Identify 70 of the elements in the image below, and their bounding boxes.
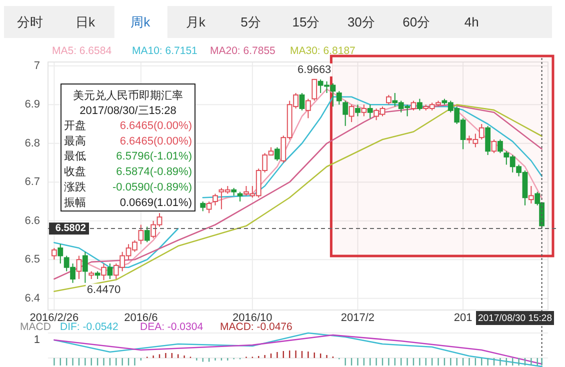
text: 分时	[17, 14, 43, 30]
annotation: 收盘	[64, 166, 86, 178]
candlestick	[478, 124, 484, 140]
candlestick	[367, 104, 373, 119]
candlestick	[416, 98, 422, 111]
candlestick	[386, 94, 392, 106]
candlestick	[355, 104, 360, 117]
text: MA10: 6.7151	[132, 44, 198, 57]
annotation: 最低	[64, 150, 86, 163]
candlestick	[138, 224, 144, 245]
annotation: 6.4470	[86, 284, 121, 296]
candlestick	[274, 146, 280, 162]
annotation: 最高	[64, 134, 86, 148]
annotation: 开盘	[64, 120, 86, 132]
annotation: 2017/08/30/三15:28	[80, 104, 176, 117]
text: 60分	[402, 14, 430, 30]
candlestick	[144, 226, 150, 243]
candlestick	[101, 263, 106, 281]
candlestick	[212, 193, 218, 206]
ref-line-label: 6.5802	[55, 223, 86, 234]
candlestick	[299, 92, 305, 111]
annotation: 6.6465(0.00%)	[120, 120, 192, 132]
text: 4h	[464, 14, 479, 30]
candlestick	[51, 248, 57, 260]
text: MA30: 6.8187	[290, 44, 356, 57]
text: MA20: 6.7855	[210, 44, 276, 57]
annotation: 涨跌	[64, 182, 86, 194]
y-tick-label: 6.7	[24, 176, 40, 188]
text: 15分	[292, 14, 320, 30]
annotation: 振幅	[64, 196, 86, 209]
candlestick	[498, 139, 503, 154]
candlestick	[82, 251, 88, 284]
text: 30分	[347, 14, 375, 30]
candlestick	[348, 104, 354, 123]
x-tick-label: 2017/2	[340, 312, 375, 324]
text: MA5: 6.6584	[52, 44, 112, 57]
annotation: 6.9663	[298, 64, 332, 76]
candlestick	[312, 78, 318, 102]
y-tick-label: 6.6	[24, 214, 40, 227]
candlestick	[206, 201, 212, 214]
y-tick-label: 6.8	[24, 137, 40, 150]
y-tick-label: 7	[34, 60, 40, 72]
candlestick	[528, 186, 534, 204]
candlestick	[336, 90, 342, 106]
candlestick	[491, 139, 497, 154]
candlestick	[361, 104, 367, 117]
annotation: 0.0669(1.01%)	[120, 196, 192, 209]
annotation: 6.6465(0.00%)	[120, 135, 192, 148]
text: 5分	[240, 14, 261, 30]
candlestick	[58, 244, 64, 264]
candlestick	[410, 100, 416, 111]
annotation: 6.5874(-0.89%)	[116, 166, 192, 178]
y-tick-label: 6.9	[24, 98, 40, 111]
candlestick	[107, 263, 113, 280]
annotation: -0.0590(-0.89%)	[112, 182, 192, 194]
candlestick	[342, 100, 348, 126]
text: 月k	[186, 14, 206, 30]
annotation: 美元兑人民币即期汇率	[73, 88, 183, 102]
candlestick	[200, 201, 206, 212]
y-tick-label: 6.5	[24, 254, 40, 266]
x-tick-label: 201	[454, 312, 472, 324]
candlestick	[76, 255, 82, 280]
text: 1	[34, 334, 40, 346]
ref-line-label: 2017/08/30 15:28	[478, 313, 552, 324]
text: 周k	[130, 14, 151, 30]
text: 日k	[75, 14, 96, 30]
candlestick	[305, 98, 311, 119]
candlestick	[485, 125, 491, 156]
annotation: 6.5796(-1.01%)	[116, 150, 192, 163]
y-tick-label: 6.4	[24, 292, 40, 304]
